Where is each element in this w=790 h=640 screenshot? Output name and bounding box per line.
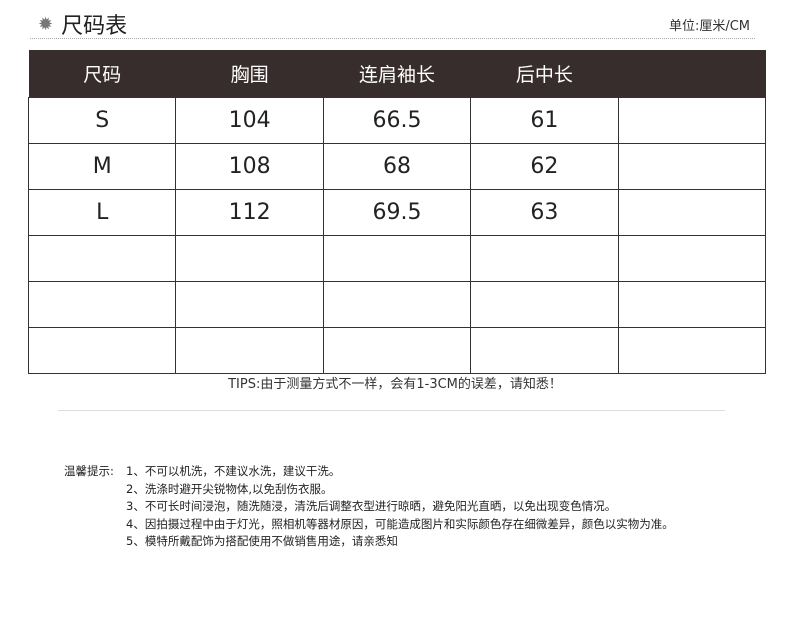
table-row bbox=[27, 327, 767, 374]
table-cell bbox=[617, 281, 767, 328]
column-header bbox=[618, 50, 766, 98]
note-item: 2、洗涤时避开尖锐物体,以免刮伤衣服。 bbox=[126, 481, 333, 496]
table-cell bbox=[27, 235, 177, 282]
table-row: L 112 69.5 63 bbox=[27, 189, 767, 236]
table-cell: 61 bbox=[470, 97, 619, 144]
note-item: 5、模特所戴配饰为搭配使用不做销售用途，请亲悉知 bbox=[126, 534, 398, 548]
sun-gear-icon: ✹ bbox=[38, 13, 54, 35]
table-cell bbox=[617, 189, 767, 236]
column-header: 尺码 bbox=[28, 50, 176, 98]
table-cell bbox=[617, 97, 767, 144]
page-title: ✹ 尺码表 bbox=[38, 8, 127, 40]
table-cell: 112 bbox=[175, 189, 324, 236]
table-row: M 108 68 62 bbox=[27, 143, 767, 190]
table-cell bbox=[470, 281, 619, 328]
note-item: 1、不可以机洗，不建议水洗，建议干洗。 bbox=[126, 464, 341, 478]
table-cell bbox=[470, 235, 619, 282]
table-cell bbox=[322, 235, 472, 282]
table-cell bbox=[175, 327, 324, 374]
dotted-divider bbox=[30, 38, 755, 39]
table-cell bbox=[617, 143, 767, 190]
table-cell bbox=[470, 327, 619, 374]
table-header: 尺码 胸围 连肩袖长 后中长 bbox=[28, 50, 766, 98]
table-cell: L bbox=[27, 189, 177, 236]
note-item: 3、不可长时间浸泡，随洗随浸，清洗后调整衣型进行晾晒，避免阳光直晒，以免出现变色… bbox=[126, 499, 617, 513]
table-cell: S bbox=[27, 97, 177, 144]
table-cell bbox=[322, 327, 472, 374]
unit-label: 单位:厘米/CM bbox=[668, 19, 750, 34]
notes-label: 温馨提示: bbox=[64, 464, 114, 478]
table-cell: 62 bbox=[470, 143, 619, 190]
care-notes: 温馨提示: 1、不可以机洗，不建议水洗，建议干洗。 2、洗涤时避开尖锐物体,以免刮… bbox=[64, 463, 674, 551]
table-cell bbox=[617, 235, 767, 282]
table-cell: 63 bbox=[470, 189, 619, 236]
table-row bbox=[27, 281, 767, 328]
table-cell: 69.5 bbox=[322, 189, 472, 236]
table-cell bbox=[322, 281, 472, 328]
table-cell: 66.5 bbox=[322, 97, 472, 144]
table-cell bbox=[617, 327, 767, 374]
table-row: S 104 66.5 61 bbox=[27, 97, 767, 144]
table-cell bbox=[175, 235, 324, 282]
divider bbox=[58, 410, 725, 411]
column-header: 胸围 bbox=[175, 50, 324, 98]
column-header: 连肩袖长 bbox=[323, 50, 471, 98]
table-cell bbox=[27, 327, 177, 374]
size-table: 尺码 胸围 连肩袖长 后中长 S 104 66.5 61 M 108 68 62 L 112 69.5 63 bbox=[27, 50, 767, 374]
table-cell bbox=[175, 281, 324, 328]
note-item: 4、因拍摄过程中由于灯光，照相机等器材原因，可能造成图片和实际颜色存在细微差异，… bbox=[126, 516, 674, 531]
table-cell bbox=[27, 281, 177, 328]
table-cell: 104 bbox=[175, 97, 324, 144]
title-text: 尺码表 bbox=[61, 14, 128, 39]
column-header: 后中长 bbox=[470, 50, 619, 98]
table-cell: 68 bbox=[322, 143, 472, 190]
tips-text: TIPS:由于测量方式不一样，会有1-3CM的误差，请知悉！ bbox=[228, 377, 562, 392]
table-cell: 108 bbox=[175, 143, 324, 190]
table-row bbox=[27, 235, 767, 282]
table-cell: M bbox=[27, 143, 177, 190]
